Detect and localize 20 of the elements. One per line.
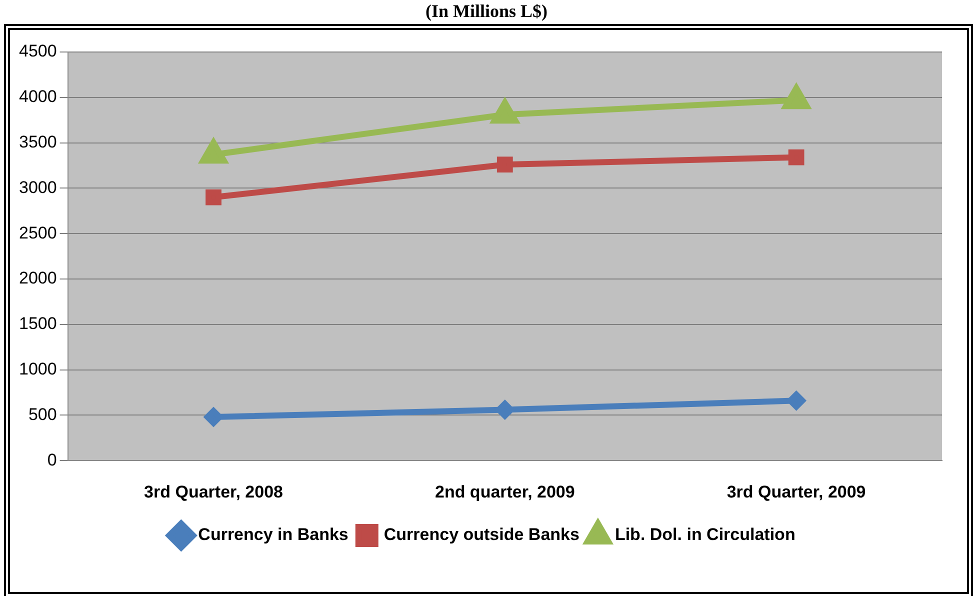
y-tick-label: 4500 bbox=[18, 42, 57, 61]
legend-label: Currency in Banks bbox=[198, 525, 348, 544]
y-tick-label: 3000 bbox=[18, 178, 57, 197]
x-tick-label: 2nd quarter, 2009 bbox=[434, 482, 575, 502]
y-tick-label: 2500 bbox=[18, 223, 57, 242]
y-tick-label: 1000 bbox=[18, 359, 57, 378]
y-tick-label: 0 bbox=[47, 450, 57, 470]
point bbox=[787, 392, 806, 410]
x-tick-label: 3rd Quarter, 2009 bbox=[726, 482, 866, 502]
chart-title: (In Millions L$) bbox=[424, 0, 549, 22]
legend-label: Currency outside Banks bbox=[384, 525, 580, 544]
y-tick-label: 3500 bbox=[18, 132, 57, 152]
point bbox=[496, 400, 514, 419]
y-tick-label: 1500 bbox=[18, 314, 57, 334]
point bbox=[204, 408, 223, 426]
y-tick-label: 2000 bbox=[18, 268, 57, 288]
legend-label: Lib. Dol. in Circulation bbox=[614, 525, 796, 544]
y-tick-label: 4000 bbox=[18, 87, 57, 106]
x-tick-label: 3rd Quarter, 2008 bbox=[144, 482, 283, 502]
y-tick-label: 500 bbox=[28, 404, 57, 424]
